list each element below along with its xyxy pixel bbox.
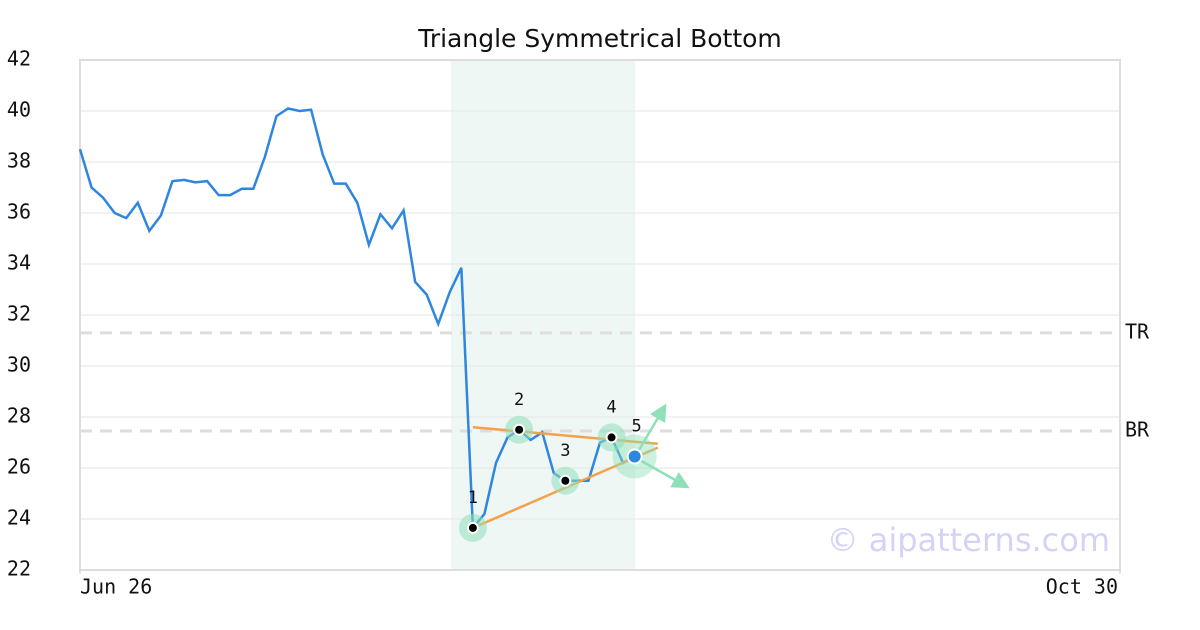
breakout-arrow <box>637 403 667 452</box>
breakout-arrow <box>640 459 690 489</box>
point-label: 4 <box>606 397 616 417</box>
x-tick-label: Oct 30 <box>1046 575 1118 599</box>
y-tick-label: 36 <box>7 200 31 224</box>
point-label: 3 <box>560 441 570 461</box>
point-label: 1 <box>468 488 478 508</box>
watermark: © aipatterns.com <box>827 521 1110 559</box>
pattern-point <box>466 521 479 534</box>
y-tick-label: 32 <box>7 302 31 326</box>
pattern-point <box>605 431 618 444</box>
plot-frame <box>79 59 1121 571</box>
y-tick-label: 38 <box>7 149 31 173</box>
y-tick-label: 30 <box>7 353 31 377</box>
trendline <box>472 425 658 446</box>
point-label: 5 <box>632 417 642 437</box>
y-tick-label: 40 <box>7 98 31 122</box>
y-tick-label: 24 <box>7 506 31 530</box>
pattern-point <box>559 474 572 487</box>
y-tick-label: 22 <box>7 557 31 581</box>
reference-label: TR <box>1125 319 1150 343</box>
point-label: 2 <box>514 390 524 410</box>
reference-label: BR <box>1125 418 1150 442</box>
background-layer <box>80 59 1120 571</box>
y-tick-label: 28 <box>7 404 31 428</box>
y-tick-label: 26 <box>7 455 31 479</box>
pattern-point <box>626 448 643 465</box>
pattern-point <box>513 423 526 436</box>
chart-title: Triangle Symmetrical Bottom <box>417 24 782 53</box>
x-tick-label: Jun 26 <box>80 575 152 599</box>
y-tick-label: 34 <box>7 251 31 275</box>
y-tick-label: 42 <box>7 47 31 71</box>
